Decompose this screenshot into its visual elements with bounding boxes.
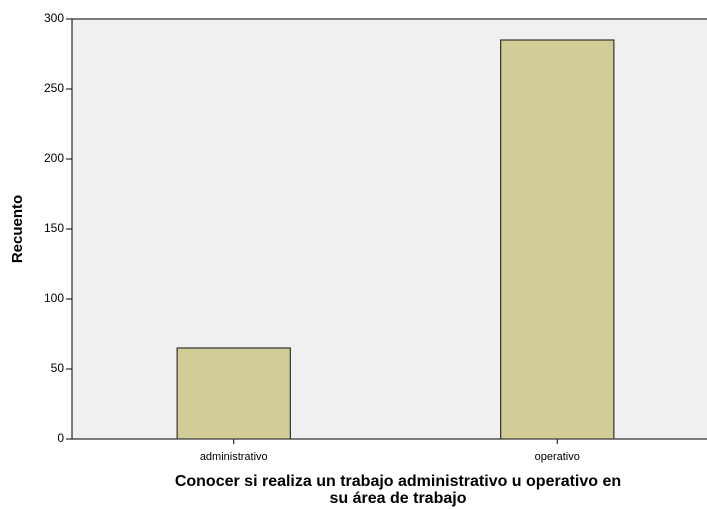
x-axis-title: Conocer si realiza un trabajo administra…: [175, 473, 621, 490]
y-axis-title: Recuento: [9, 195, 26, 263]
y-tick-label: 300: [44, 11, 64, 25]
x-axis-title: su área de trabajo: [330, 490, 467, 507]
y-tick-label: 50: [51, 361, 65, 375]
x-tick-label: administrativo: [200, 451, 268, 463]
y-tick-label: 100: [44, 291, 64, 305]
bar: [500, 39, 615, 440]
y-tick-label: 150: [44, 221, 64, 235]
y-tick-label: 200: [44, 151, 64, 165]
x-tick-label: operativo: [535, 451, 580, 463]
y-tick-label: 0: [57, 431, 64, 445]
y-tick-label: 250: [44, 81, 64, 95]
bar: [176, 347, 291, 440]
